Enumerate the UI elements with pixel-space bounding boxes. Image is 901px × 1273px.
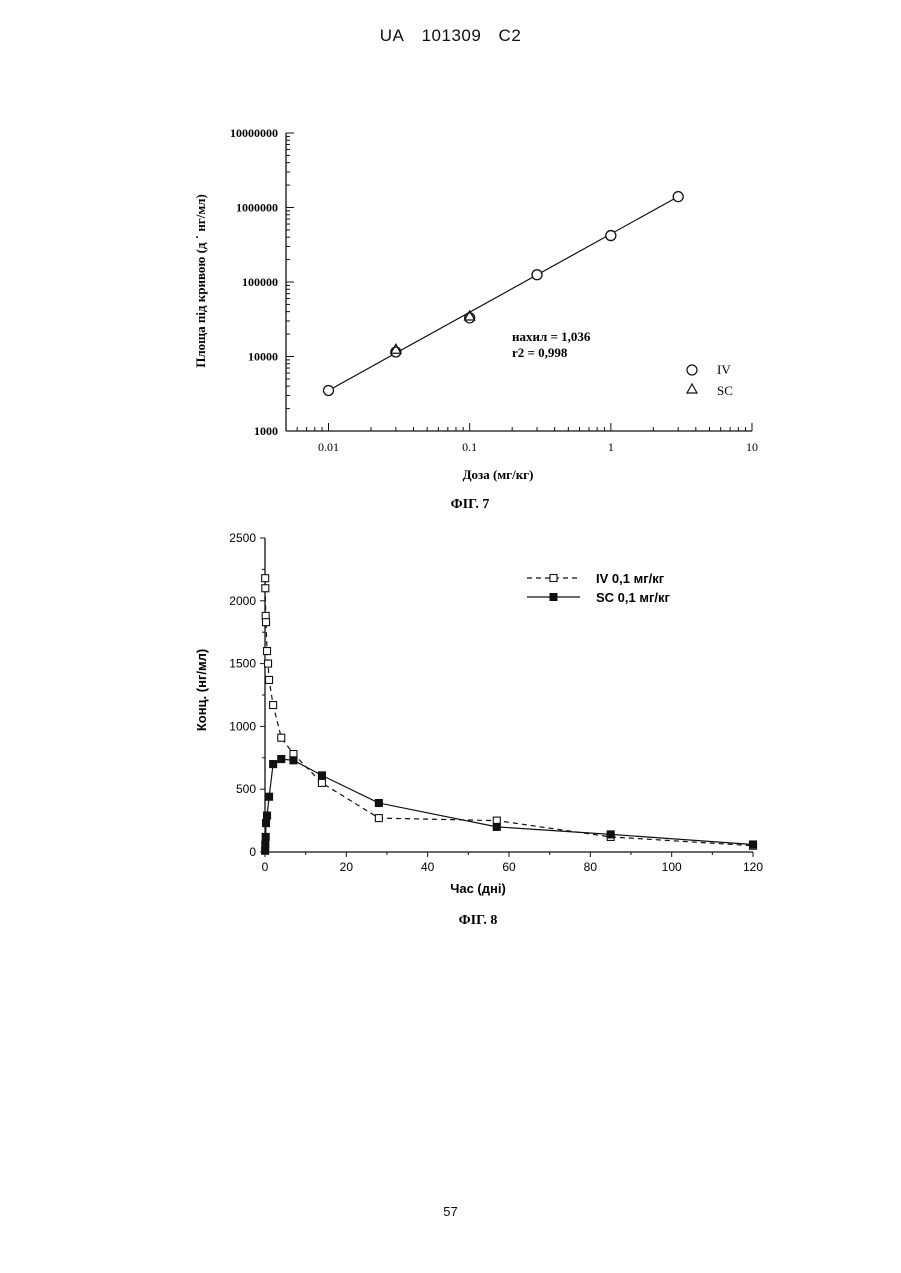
iv-point <box>263 619 270 626</box>
regression-line <box>328 197 678 391</box>
sc-point <box>262 833 269 840</box>
x-tick-label: 0.01 <box>318 440 339 454</box>
y-tick-label: 2000 <box>229 594 256 608</box>
legend-sc-marker <box>550 594 557 601</box>
sc-point <box>290 757 297 764</box>
legend-iv-marker <box>550 575 557 582</box>
x-tick-label: 0 <box>262 860 269 874</box>
sc-point <box>750 841 757 848</box>
iv-point <box>278 734 285 741</box>
sc-point <box>270 761 277 768</box>
y-tick-label: 1000 <box>254 424 278 438</box>
x-tick-label: 40 <box>421 860 435 874</box>
sc-point <box>266 793 273 800</box>
legend-sc-marker <box>687 384 697 393</box>
x-tick-label: 80 <box>584 860 598 874</box>
sc-point <box>493 823 500 830</box>
legend: IV 0,1 мг/кг SC 0,1 мг/кг <box>527 571 671 605</box>
legend-sc-label: SC <box>717 383 733 398</box>
x-tick-label: 120 <box>743 860 763 874</box>
data-points <box>262 575 757 855</box>
x-tick-label: 60 <box>502 860 516 874</box>
x-axis-label: Доза (мг/кг) <box>463 467 534 482</box>
figure-7-chart: 0.01 0.1 1 10 1000 10000 100000 1000000 10000000… <box>0 0 901 520</box>
iv-point <box>673 192 683 202</box>
y-axis-label: Конц. (нг/мл) <box>194 649 209 731</box>
y-tick-label: 500 <box>236 782 256 796</box>
y-tick-label: 100000 <box>242 275 278 289</box>
y-tick-label: 1000000 <box>236 201 278 215</box>
series-lines <box>265 578 753 851</box>
y-tick-label: 1500 <box>229 657 256 671</box>
sc-point <box>264 812 271 819</box>
sc-point <box>607 831 614 838</box>
figure-8-caption: ФІГ. 8 <box>459 913 498 928</box>
x-axis-label: Час (дні) <box>450 881 506 896</box>
legend-iv-label: IV <box>717 362 731 377</box>
y-tick-label: 1000 <box>229 719 256 733</box>
sc-point <box>318 772 325 779</box>
legend-sc-label: SC 0,1 мг/кг <box>596 590 671 605</box>
sc-point <box>278 756 285 763</box>
figure-7-caption: ФІГ. 7 <box>451 497 490 512</box>
iv-point <box>265 660 272 667</box>
axes <box>260 538 753 857</box>
legend-iv-marker <box>687 365 697 375</box>
y-tick-label: 0 <box>249 845 256 859</box>
y-tick-label: 10000000 <box>230 126 278 140</box>
legend: IV SC <box>687 362 733 398</box>
page-number: 57 <box>0 1204 901 1219</box>
x-tick-label: 20 <box>340 860 354 874</box>
iv-point <box>318 779 325 786</box>
sc-point <box>375 800 382 807</box>
iv-series-line <box>265 578 753 846</box>
sc-point <box>262 841 269 848</box>
iv-point <box>532 270 542 280</box>
iv-point <box>270 702 277 709</box>
iv-point <box>606 231 616 241</box>
y-tick-label: 2500 <box>229 531 256 545</box>
annotation-r2: r2 = 0,998 <box>512 345 568 360</box>
iv-point <box>391 347 401 357</box>
tick-labels: 0.01 0.1 1 10 1000 10000 100000 1000000 10000000 <box>230 126 758 454</box>
iv-point <box>262 585 269 592</box>
x-tick-label: 100 <box>662 860 682 874</box>
iv-point <box>264 648 271 655</box>
y-axis-label: Площа під кривою (д ˙ нг/мл) <box>193 194 208 368</box>
iv-point <box>323 385 333 395</box>
axes <box>286 133 752 431</box>
x-tick-label: 0.1 <box>462 440 477 454</box>
iv-point <box>266 676 273 683</box>
x-tick-label: 1 <box>608 440 614 454</box>
annotation-slope: нахил = 1,036 <box>512 329 591 344</box>
x-tick-label: 10 <box>746 440 758 454</box>
legend-iv-label: IV 0,1 мг/кг <box>596 571 665 586</box>
iv-point <box>375 815 382 822</box>
sc-series-line <box>265 759 753 851</box>
sc-point <box>263 820 270 827</box>
y-tick-label: 10000 <box>248 350 278 364</box>
figure-8-chart: 0 20 40 60 80 100 120 0 500 1000 1500 2000 2500 IV 0… <box>0 520 901 940</box>
iv-point <box>262 575 269 582</box>
fit-line <box>328 197 678 391</box>
